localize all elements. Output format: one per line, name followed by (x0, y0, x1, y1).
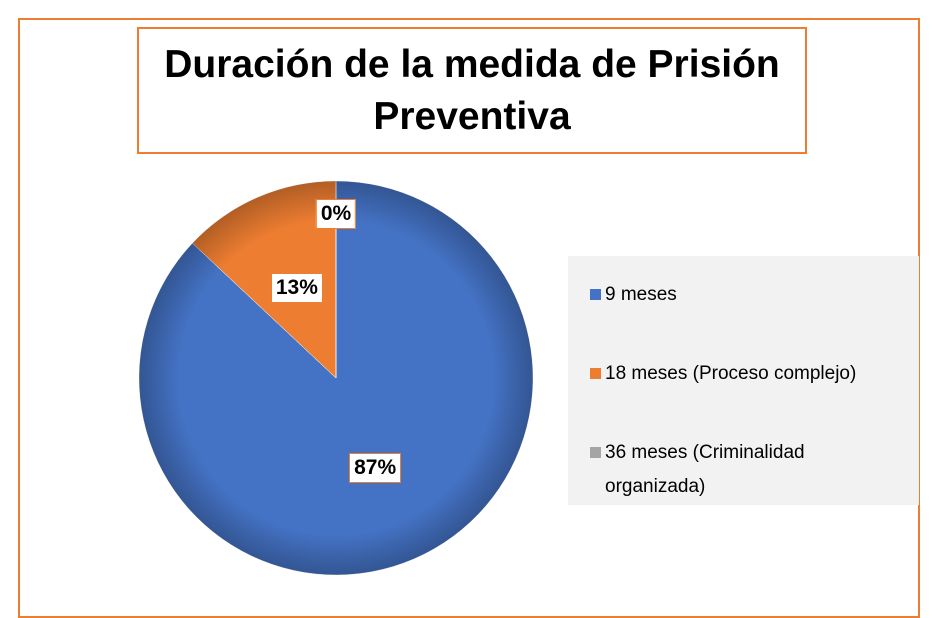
chart-title: Duración de la medida de Prisión Prevent… (137, 27, 807, 154)
data-label: 87% (349, 453, 402, 484)
legend-entry: 9 meses (590, 278, 905, 312)
legend-swatch (590, 368, 601, 379)
page: {"chart_data": {"type": "pie", "title": … (18, 18, 920, 618)
legend-label: 18 meses (Proceso complejo) (605, 363, 857, 384)
legend-label: 9 meses (605, 284, 677, 305)
legend-entry: 18 meses (Proceso complejo) (590, 357, 905, 391)
legend: 9 meses 18 meses (Proceso complejo) 36 mes… (568, 256, 919, 505)
legend-swatch (590, 447, 601, 458)
legend-entry: 36 meses (Criminalidad organizada) (590, 436, 905, 504)
legend-label: 36 meses (Criminalidad organizada) (605, 442, 805, 497)
data-label: 0% (315, 199, 357, 230)
data-label: 13% (270, 272, 323, 303)
legend-swatch (590, 289, 601, 300)
